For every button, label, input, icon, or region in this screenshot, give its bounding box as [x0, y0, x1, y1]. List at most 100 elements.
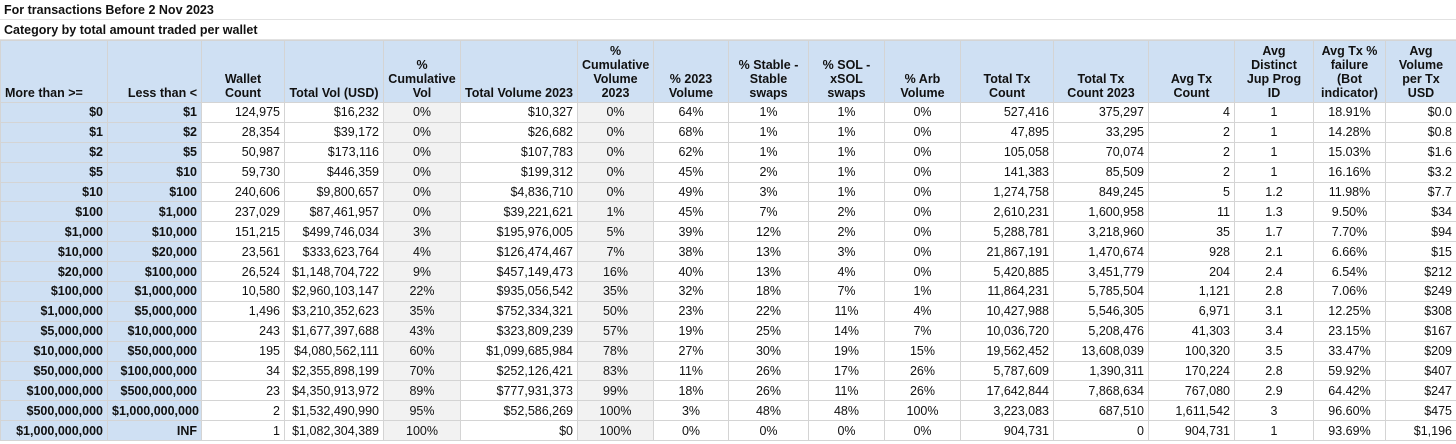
table-cell[interactable]: 904,731: [1148, 420, 1235, 442]
table-cell[interactable]: 105,058: [960, 141, 1054, 163]
header-cell[interactable]: More than >=: [0, 40, 108, 103]
table-cell[interactable]: 22%: [728, 300, 809, 322]
table-cell[interactable]: 7.06%: [1313, 281, 1386, 302]
table-cell[interactable]: 2%: [728, 161, 809, 183]
table-cell[interactable]: 11%: [808, 300, 885, 322]
table-cell[interactable]: 1%: [728, 121, 809, 143]
table-cell[interactable]: $195,976,005: [460, 221, 578, 243]
table-cell[interactable]: 19%: [653, 320, 729, 342]
table-cell[interactable]: 9%: [383, 261, 461, 283]
table-cell[interactable]: 6,971: [1148, 300, 1235, 322]
table-cell[interactable]: 59.92%: [1313, 360, 1386, 382]
header-cell[interactable]: Avg Volume per Tx USD: [1385, 40, 1456, 103]
table-cell[interactable]: 2.8: [1234, 281, 1314, 302]
header-cell[interactable]: Avg Tx Count: [1148, 40, 1235, 103]
table-cell[interactable]: 18%: [653, 380, 729, 402]
table-cell[interactable]: $100,000: [107, 261, 202, 283]
table-cell[interactable]: 2%: [808, 201, 885, 223]
table-cell[interactable]: $39,221,621: [460, 201, 578, 223]
table-cell[interactable]: $126,474,467: [460, 241, 578, 263]
table-cell[interactable]: 19,562,452: [960, 340, 1054, 362]
table-cell[interactable]: $1,000: [107, 201, 202, 223]
table-cell[interactable]: 204: [1148, 261, 1235, 283]
table-cell[interactable]: $10: [107, 161, 202, 183]
table-cell[interactable]: $1,196: [1385, 420, 1456, 442]
table-cell[interactable]: $107,783: [460, 141, 578, 163]
table-cell[interactable]: 0%: [884, 420, 961, 442]
table-cell[interactable]: 3.5: [1234, 340, 1314, 362]
table-cell[interactable]: 50,987: [201, 141, 285, 163]
table-cell[interactable]: 4: [1148, 102, 1235, 123]
table-cell[interactable]: $20,000: [107, 241, 202, 263]
table-cell[interactable]: 10,580: [201, 281, 285, 302]
table-cell[interactable]: 3,451,779: [1053, 261, 1149, 283]
table-cell[interactable]: 1: [1234, 121, 1314, 143]
table-cell[interactable]: $26,682: [460, 121, 578, 143]
table-cell[interactable]: 1%: [808, 161, 885, 183]
table-cell[interactable]: 23.15%: [1313, 320, 1386, 342]
table-cell[interactable]: 9.50%: [1313, 201, 1386, 223]
header-cell[interactable]: % SOL - xSOL swaps: [808, 40, 885, 103]
table-cell[interactable]: $34: [1385, 201, 1456, 223]
table-cell[interactable]: 904,731: [960, 420, 1054, 442]
table-cell[interactable]: 2: [1148, 121, 1235, 143]
table-cell[interactable]: 2.1: [1234, 241, 1314, 263]
table-cell[interactable]: 11%: [808, 380, 885, 402]
table-cell[interactable]: 30%: [728, 340, 809, 362]
table-cell[interactable]: $10,000: [0, 241, 108, 263]
table-cell[interactable]: $1,000,000,000: [107, 400, 202, 422]
table-cell[interactable]: 0%: [884, 221, 961, 243]
table-cell[interactable]: 375,297: [1053, 102, 1149, 123]
header-cell[interactable]: Total Volume 2023: [460, 40, 578, 103]
table-cell[interactable]: 33,295: [1053, 121, 1149, 143]
table-cell[interactable]: $4,836,710: [460, 181, 578, 203]
table-cell[interactable]: $87,461,957: [284, 201, 384, 223]
table-cell[interactable]: 0%: [884, 241, 961, 263]
table-cell[interactable]: 100%: [884, 400, 961, 422]
table-cell[interactable]: 17%: [808, 360, 885, 382]
table-cell[interactable]: 13%: [728, 241, 809, 263]
table-cell[interactable]: 0%: [383, 201, 461, 223]
table-cell[interactable]: $16,232: [284, 102, 384, 123]
table-cell[interactable]: 16.16%: [1313, 161, 1386, 183]
table-cell[interactable]: 2: [1148, 161, 1235, 183]
table-cell[interactable]: 25%: [728, 320, 809, 342]
table-cell[interactable]: $333,623,764: [284, 241, 384, 263]
table-cell[interactable]: 45%: [653, 201, 729, 223]
table-cell[interactable]: 4%: [383, 241, 461, 263]
table-cell[interactable]: 19%: [808, 340, 885, 362]
header-cell[interactable]: Wallet Count: [201, 40, 285, 103]
table-cell[interactable]: 2.9: [1234, 380, 1314, 402]
table-cell[interactable]: 5%: [577, 221, 654, 243]
title-row-2[interactable]: Category by total amount traded per wall…: [0, 20, 1456, 40]
header-cell[interactable]: Total Tx Count: [960, 40, 1054, 103]
table-cell[interactable]: 2,610,231: [960, 201, 1054, 223]
table-cell[interactable]: INF: [107, 420, 202, 442]
table-cell[interactable]: $323,809,239: [460, 320, 578, 342]
table-cell[interactable]: 40%: [653, 261, 729, 283]
table-cell[interactable]: 1%: [884, 281, 961, 302]
table-cell[interactable]: 1%: [577, 201, 654, 223]
table-cell[interactable]: 7%: [884, 320, 961, 342]
table-cell[interactable]: 35%: [383, 300, 461, 322]
table-cell[interactable]: 41,303: [1148, 320, 1235, 342]
table-cell[interactable]: 100%: [577, 420, 654, 442]
table-cell[interactable]: 15.03%: [1313, 141, 1386, 163]
table-cell[interactable]: $10,000,000: [0, 340, 108, 362]
table-cell[interactable]: 0%: [577, 181, 654, 203]
table-cell[interactable]: $212: [1385, 261, 1456, 283]
table-cell[interactable]: 59,730: [201, 161, 285, 183]
table-cell[interactable]: 3: [1234, 400, 1314, 422]
table-cell[interactable]: 1: [1234, 102, 1314, 123]
table-cell[interactable]: 38%: [653, 241, 729, 263]
table-cell[interactable]: 0%: [884, 121, 961, 143]
table-cell[interactable]: $20,000: [0, 261, 108, 283]
table-cell[interactable]: 64%: [653, 102, 729, 123]
table-cell[interactable]: $2: [107, 121, 202, 143]
table-cell[interactable]: $1,532,490,990: [284, 400, 384, 422]
table-cell[interactable]: 1,611,542: [1148, 400, 1235, 422]
table-cell[interactable]: 3%: [728, 181, 809, 203]
table-cell[interactable]: $247: [1385, 380, 1456, 402]
header-cell[interactable]: Total Tx Count 2023: [1053, 40, 1149, 103]
table-cell[interactable]: $1,082,304,389: [284, 420, 384, 442]
